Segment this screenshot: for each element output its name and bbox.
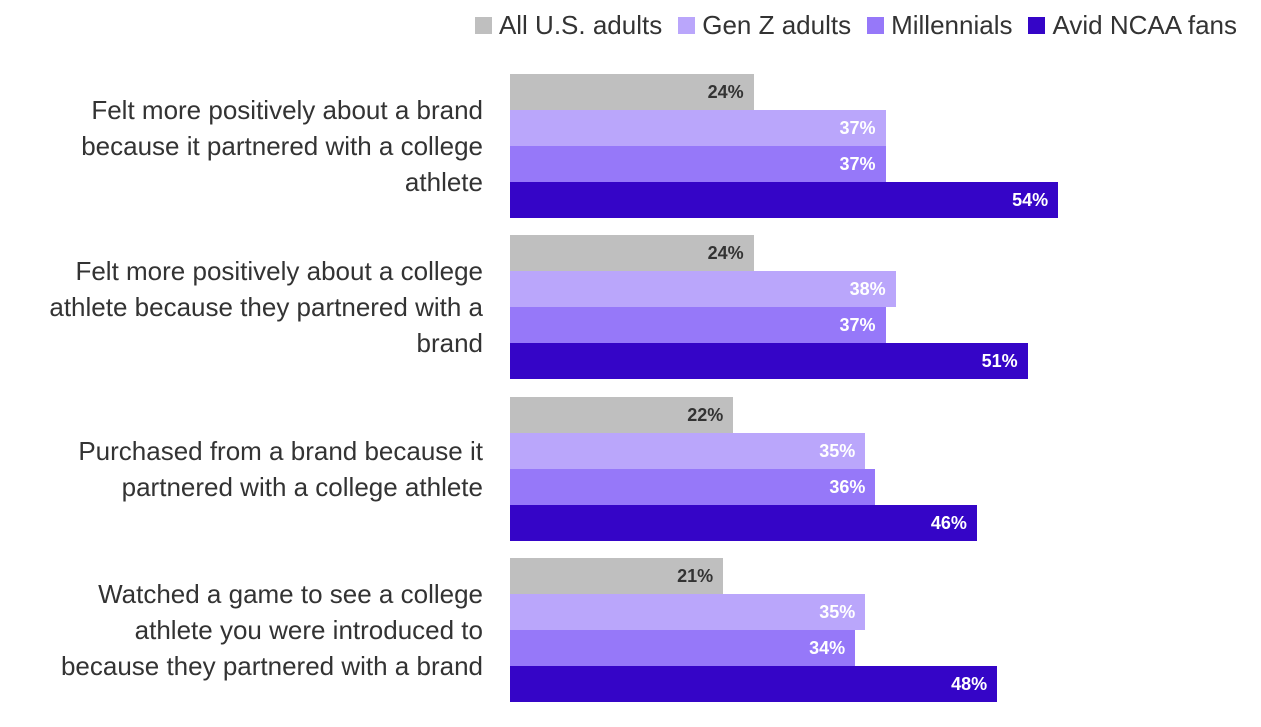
bar	[510, 558, 724, 594]
bar	[510, 469, 876, 505]
legend-label-gen-z-adults: Gen Z adults	[702, 10, 852, 40]
category-label-line: brand	[416, 328, 484, 358]
bar-value-label: 22%	[687, 405, 724, 425]
bar	[510, 505, 977, 541]
category-label-line: Purchased from a brand because it	[78, 436, 483, 466]
chart-legend: All U.S. adults Gen Z adults Millennials…	[459, 10, 1237, 41]
category-label: Felt more positively about a college athl…	[0, 253, 483, 361]
category-label-line: partnered with a college athlete	[121, 472, 483, 502]
bar	[510, 594, 866, 630]
category-label: Felt more positively about a brand becaus…	[0, 92, 483, 200]
bar-value-label: 36%	[829, 477, 866, 497]
bar-value-label: 24%	[707, 82, 744, 102]
bar	[510, 397, 734, 433]
bar	[510, 182, 1059, 218]
legend-item-gen-z-adults: Gen Z adults	[678, 10, 851, 41]
bar-value-label: 35%	[819, 441, 856, 461]
bar-value-label: 48%	[951, 674, 988, 694]
bar	[510, 235, 754, 271]
bar	[510, 307, 886, 343]
bar	[510, 271, 896, 307]
bar-value-label: 37%	[839, 154, 876, 174]
category-label-line: athlete because they partnered with a	[49, 292, 483, 322]
legend-swatch-millennials	[867, 17, 885, 34]
category-label-line: because it partnered with a college	[81, 131, 483, 161]
bar	[510, 110, 886, 146]
bar-value-label: 24%	[707, 243, 744, 263]
legend-item-all-us-adults: All U.S. adults	[474, 10, 663, 41]
category-label-line: athlete	[404, 167, 483, 197]
category-label-line: because they partnered with a brand	[60, 651, 483, 681]
bar-value-label: 37%	[839, 118, 876, 138]
category-label: Watched a game to see a college athlete y…	[0, 576, 483, 684]
bar-value-label: 51%	[981, 351, 1018, 371]
bar	[510, 630, 856, 666]
bar-value-label: 54%	[1012, 190, 1049, 210]
category-label: Purchased from a brand because it partner…	[0, 433, 483, 505]
bar	[510, 666, 998, 702]
legend-label-avid-ncaa-fans: Avid NCAA fans	[1052, 10, 1237, 40]
category-label-line: Watched a game to see a college	[98, 579, 483, 609]
bar-value-label: 38%	[849, 279, 886, 299]
legend-swatch-avid-ncaa-fans	[1028, 17, 1046, 34]
bar	[510, 146, 886, 182]
legend-item-avid-ncaa-fans: Avid NCAA fans	[1028, 10, 1237, 41]
bar-value-label: 34%	[809, 638, 846, 658]
bar-value-label: 35%	[819, 602, 856, 622]
legend-label-all-us-adults: All U.S. adults	[498, 10, 663, 40]
bar	[510, 74, 754, 110]
bar-value-label: 21%	[677, 566, 714, 586]
category-label-line: Felt more positively about a brand	[91, 95, 483, 125]
legend-swatch-gen-z-adults	[678, 17, 696, 34]
category-label-line: athlete you were introduced to	[134, 615, 483, 645]
bar	[510, 433, 866, 469]
legend-label-millennials: Millennials	[891, 10, 1013, 40]
category-label-line: Felt more positively about a college	[75, 256, 483, 286]
bar-value-label: 37%	[839, 315, 876, 335]
legend-swatch-all-us-adults	[474, 17, 492, 34]
bar	[510, 343, 1028, 379]
bar-value-label: 46%	[930, 513, 967, 533]
legend-item-millennials: Millennials	[867, 10, 1012, 41]
